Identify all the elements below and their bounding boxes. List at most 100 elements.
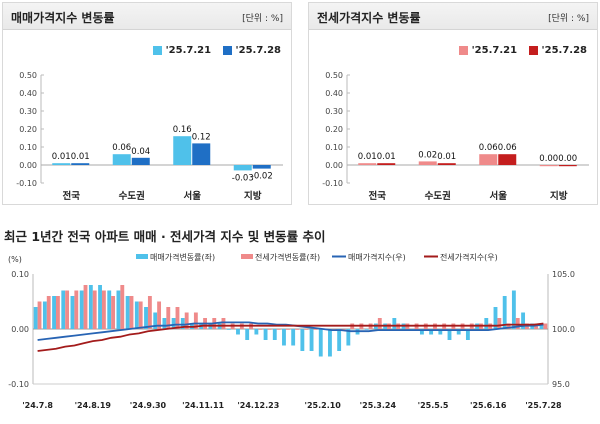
jeonse-ytick-label: 0.50 bbox=[325, 71, 343, 80]
trend-x-tick-label: '25.7.28 bbox=[525, 401, 562, 410]
jeonse-change-bar bbox=[285, 329, 290, 330]
sale-change-bar bbox=[318, 329, 323, 357]
trend-title: 최근 1년간 전국 아파트 매매 · 전세가격 지수 및 변동률 추이 bbox=[4, 229, 326, 244]
trend-x-tick-label: '24.7.8 bbox=[22, 401, 53, 410]
jeonse-change-bar bbox=[37, 301, 42, 329]
jeonse-change-bar bbox=[101, 290, 106, 329]
sale-legend-label-2: '25.7.28 bbox=[235, 45, 281, 56]
jeonse-ytick-label: 0.00 bbox=[325, 161, 343, 170]
sale-ytick-label: 0.40 bbox=[19, 89, 37, 98]
jeonse-value-label-4-2: 0.00 bbox=[558, 154, 577, 164]
trend-left-tick-label: -0.10 bbox=[8, 380, 29, 389]
jeonse-change-bar bbox=[276, 329, 281, 330]
jeonse-change-bar bbox=[313, 329, 318, 330]
trend-x-tick-label: '25.6.16 bbox=[470, 401, 507, 410]
sale-bar-3-1 bbox=[173, 136, 192, 165]
jeonse-change-bar bbox=[175, 307, 180, 329]
trend-x-tick-label: '25.5.5 bbox=[418, 401, 449, 410]
sale-legend-item-2: '25.7.28 bbox=[222, 45, 281, 56]
sale-change-bar bbox=[328, 329, 332, 357]
jeonse-change-bar bbox=[221, 318, 226, 329]
sale-ytick-label: 0.30 bbox=[19, 107, 37, 116]
sale-legend-swatch-1 bbox=[152, 46, 162, 55]
sale-category-label-1: 전국 bbox=[63, 190, 81, 202]
sale-change-bar bbox=[245, 329, 250, 340]
trend-legend-label-2: 전세가격변동률(좌) bbox=[255, 252, 320, 262]
sale-change-bar bbox=[484, 318, 489, 329]
jeonse-category-label-2: 수도권 bbox=[425, 190, 451, 202]
sale-change-bar bbox=[144, 307, 148, 329]
jeonse-legend-label-2: '25.7.28 bbox=[541, 45, 587, 56]
sale-change-bar bbox=[419, 329, 424, 335]
sale-panel-header: 매매가격지수 변동률 [단위 : %] bbox=[3, 3, 291, 30]
jeonse-ytick-label: 0.20 bbox=[325, 125, 343, 134]
trend-left-axis-unit: (%) bbox=[8, 255, 22, 264]
sale-category-label-2: 수도권 bbox=[119, 190, 145, 202]
sale-change-bar bbox=[272, 329, 277, 340]
jeonse-change-bar bbox=[120, 285, 125, 329]
jeonse-ytick-label: -0.10 bbox=[322, 179, 343, 188]
trend-x-tick-label: '24.12.23 bbox=[237, 401, 279, 410]
sale-change-bar bbox=[282, 329, 286, 346]
trend-left-tick-label: 0.10 bbox=[11, 270, 29, 279]
sale-change-bar bbox=[300, 329, 305, 351]
jeonse-change-bar bbox=[377, 318, 382, 329]
sale-legend-label-1: '25.7.21 bbox=[165, 45, 212, 56]
sale-value-label-2-1: 0.06 bbox=[112, 143, 131, 153]
jeonse-bar-chart: -0.100.000.100.200.300.400.500.01 0.01전국0… bbox=[322, 71, 589, 202]
sale-legend-item-1: '25.7.21 bbox=[152, 45, 212, 56]
jeonse-value-label-3-2: 0.06 bbox=[498, 143, 517, 153]
sale-change-bar bbox=[226, 329, 231, 330]
jeonse-change-bar bbox=[65, 290, 70, 329]
sale-change-bar bbox=[107, 290, 112, 329]
jeonse-index-line bbox=[37, 322, 544, 352]
jeonse-change-bar bbox=[184, 312, 189, 329]
sale-value-label-4-2: -0.02 bbox=[251, 172, 273, 182]
jeonse-bar-2-2 bbox=[437, 163, 456, 165]
jeonse-value-label-3-1: 0.06 bbox=[479, 143, 498, 153]
jeonse-change-bar bbox=[295, 329, 299, 330]
trend-right-tick-label: 100.0 bbox=[552, 325, 575, 334]
jeonse-change-bar bbox=[157, 301, 162, 329]
trend-legend-label-4: 전세가격지수(우) bbox=[440, 252, 498, 262]
jeonse-change-bar bbox=[46, 296, 51, 329]
trend-right-tick-label: 95.0 bbox=[552, 380, 570, 389]
trend-left-tick-label: 0.00 bbox=[11, 325, 29, 334]
sale-change-panel: 매매가격지수 변동률 [단위 : %] '25.7.21 '25.7.28 -0… bbox=[2, 2, 292, 205]
sale-value-label-2-2: 0.04 bbox=[131, 147, 150, 157]
sale-ytick-label: 0.10 bbox=[19, 143, 37, 152]
sale-bar-1-1 bbox=[52, 163, 71, 165]
jeonse-change-bar bbox=[138, 301, 143, 329]
sale-change-bar bbox=[493, 307, 498, 329]
jeonse-change-bar bbox=[74, 290, 79, 329]
jeonse-change-bar bbox=[515, 318, 520, 329]
sale-change-bar bbox=[61, 290, 66, 329]
sale-ytick-label: 0.00 bbox=[19, 161, 37, 170]
sale-change-bar bbox=[116, 290, 121, 329]
sale-value-label-3-2: 0.12 bbox=[192, 132, 211, 142]
sale-value-label-1-1: 0.01 bbox=[52, 152, 71, 162]
jeonse-bar-2-1 bbox=[418, 161, 437, 165]
jeonse-bar-1-2 bbox=[377, 163, 396, 165]
jeonse-legend-item-1: '25.7.21 bbox=[458, 45, 517, 56]
trend-x-tick-label: '25.2.10 bbox=[305, 401, 342, 410]
sale-change-bar bbox=[42, 301, 47, 329]
jeonse-change-bar bbox=[543, 323, 548, 329]
sale-change-bar bbox=[79, 290, 84, 329]
sale-change-bar bbox=[236, 329, 240, 335]
sale-change-bar bbox=[309, 329, 314, 351]
sale-panel-unit: [단위 : %] bbox=[242, 14, 283, 24]
jeonse-change-bar bbox=[55, 296, 60, 329]
sale-change-bar bbox=[429, 329, 434, 335]
sale-change-bar bbox=[125, 296, 130, 329]
jeonse-value-label-1-1: 0.01 bbox=[358, 152, 377, 162]
jeonse-change-bar bbox=[506, 323, 511, 329]
sale-value-label-4-1: -0.03 bbox=[232, 173, 254, 183]
sale-bar-2-1 bbox=[112, 154, 131, 165]
trend-legend-swatch-1 bbox=[136, 254, 148, 259]
trend-legend-label-3: 매매가격지수(우) bbox=[348, 252, 406, 262]
jeonse-bar-4-2 bbox=[558, 165, 577, 167]
sale-change-bar bbox=[52, 296, 56, 329]
jeonse-legend: '25.7.21 '25.7.28 bbox=[451, 45, 587, 58]
jeonse-change-bar bbox=[193, 312, 198, 329]
